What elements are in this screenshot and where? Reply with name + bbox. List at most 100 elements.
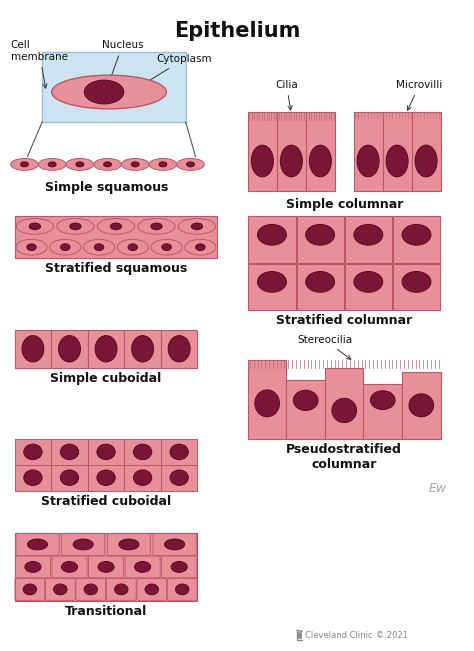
Text: Cytoplasm: Cytoplasm [142, 54, 211, 85]
Ellipse shape [191, 223, 203, 230]
Ellipse shape [354, 225, 383, 245]
FancyBboxPatch shape [153, 534, 196, 555]
Text: © 2021: © 2021 [376, 631, 408, 640]
Bar [306, 112, 335, 191]
Ellipse shape [402, 225, 431, 245]
Ellipse shape [76, 162, 84, 167]
Ellipse shape [25, 562, 41, 572]
Ellipse shape [60, 470, 79, 486]
Bar [124, 439, 161, 465]
FancyBboxPatch shape [162, 556, 197, 578]
Bar [51, 439, 88, 465]
Ellipse shape [94, 158, 121, 171]
Bar [297, 216, 344, 262]
Bar [15, 216, 217, 258]
Text: Stratified squamous: Stratified squamous [45, 262, 187, 275]
Bar [345, 264, 392, 310]
Ellipse shape [177, 158, 204, 171]
Ellipse shape [54, 584, 67, 595]
Bar [88, 439, 124, 465]
Ellipse shape [310, 145, 331, 177]
Ellipse shape [178, 219, 216, 234]
Ellipse shape [61, 244, 70, 251]
Text: Simple squamous: Simple squamous [45, 181, 168, 194]
Bar [248, 216, 296, 262]
Ellipse shape [16, 219, 54, 234]
Ellipse shape [187, 162, 194, 167]
Ellipse shape [24, 444, 42, 460]
Bar [297, 264, 344, 310]
Ellipse shape [83, 240, 115, 255]
Bar [51, 465, 88, 491]
Bar [15, 439, 51, 465]
Bar [393, 216, 440, 262]
Bar [124, 330, 161, 368]
Ellipse shape [354, 271, 383, 292]
FancyBboxPatch shape [15, 579, 45, 600]
Ellipse shape [280, 145, 302, 177]
Ellipse shape [95, 336, 117, 362]
Bar [325, 368, 364, 439]
FancyBboxPatch shape [15, 556, 51, 578]
Ellipse shape [11, 158, 38, 171]
Ellipse shape [73, 539, 93, 550]
FancyBboxPatch shape [76, 579, 106, 600]
Ellipse shape [132, 336, 154, 362]
Ellipse shape [38, 158, 66, 171]
Ellipse shape [257, 225, 286, 245]
Ellipse shape [402, 271, 431, 292]
Ellipse shape [149, 158, 177, 171]
Ellipse shape [20, 162, 28, 167]
Ellipse shape [66, 158, 94, 171]
Ellipse shape [196, 244, 205, 251]
Ellipse shape [357, 145, 379, 177]
Bar [15, 533, 198, 601]
Ellipse shape [50, 240, 81, 255]
Ellipse shape [115, 584, 128, 595]
FancyBboxPatch shape [46, 579, 75, 600]
FancyBboxPatch shape [106, 579, 136, 600]
FancyBboxPatch shape [167, 579, 197, 600]
FancyBboxPatch shape [52, 556, 87, 578]
Ellipse shape [185, 240, 216, 255]
Bar [248, 112, 277, 191]
Bar [248, 264, 296, 310]
Ellipse shape [62, 562, 78, 572]
Text: Simple cuboidal: Simple cuboidal [50, 372, 162, 385]
Ellipse shape [159, 162, 167, 167]
FancyBboxPatch shape [16, 534, 59, 555]
Ellipse shape [24, 470, 42, 486]
FancyBboxPatch shape [62, 534, 105, 555]
Bar [248, 360, 286, 439]
Bar [286, 380, 325, 439]
Ellipse shape [97, 470, 115, 486]
Text: Simple columnar: Simple columnar [285, 198, 403, 211]
Text: Nucleus: Nucleus [101, 40, 143, 92]
Ellipse shape [162, 244, 171, 251]
Bar [88, 330, 124, 368]
Text: Pseudostratified
columnar: Pseudostratified columnar [286, 443, 402, 471]
Bar [277, 112, 306, 191]
Ellipse shape [110, 223, 122, 230]
Ellipse shape [23, 584, 36, 595]
Bar [15, 533, 198, 601]
Ellipse shape [94, 244, 104, 251]
Ellipse shape [145, 584, 158, 595]
Bar [364, 383, 402, 439]
Bar [161, 439, 198, 465]
Ellipse shape [138, 219, 175, 234]
Ellipse shape [134, 470, 152, 486]
Ellipse shape [251, 145, 273, 177]
Bar [393, 264, 440, 310]
Ellipse shape [98, 562, 114, 572]
Text: Microvilli: Microvilli [396, 80, 443, 110]
FancyBboxPatch shape [89, 556, 124, 578]
Ellipse shape [170, 470, 188, 486]
Ellipse shape [60, 444, 79, 460]
Ellipse shape [84, 584, 98, 595]
Ellipse shape [97, 219, 135, 234]
Ellipse shape [257, 271, 286, 292]
Ellipse shape [22, 336, 44, 362]
Text: Ew: Ew [428, 482, 447, 495]
Ellipse shape [97, 444, 115, 460]
